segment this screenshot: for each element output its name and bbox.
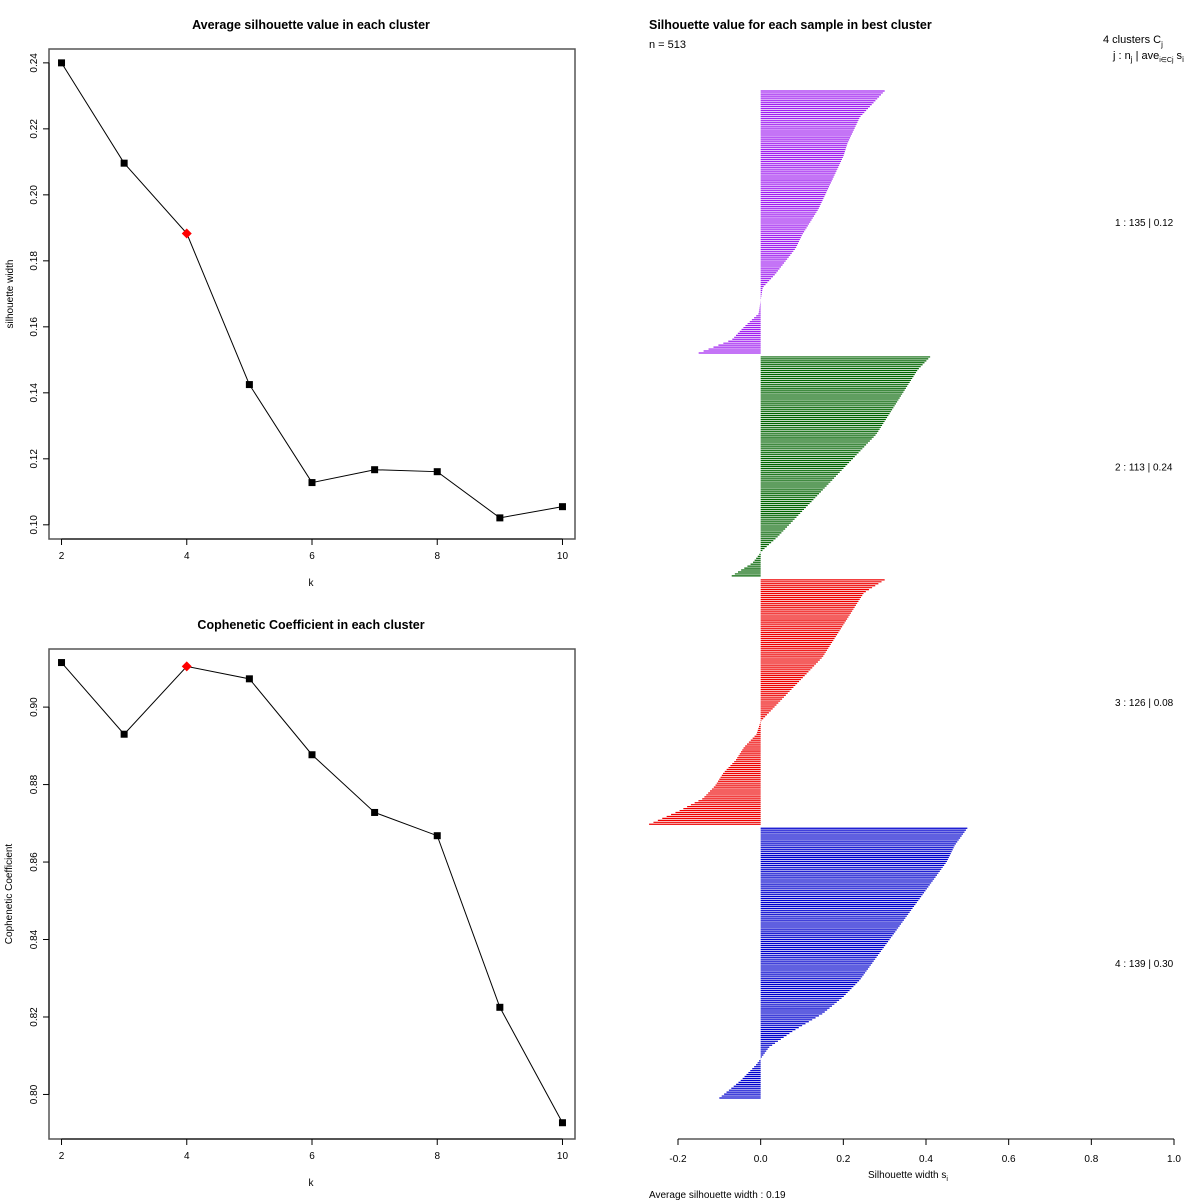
x-tick-label: 1.0 [1167,1154,1181,1165]
x-tick-label: 0.8 [1084,1154,1098,1165]
x-tick-label: 4 [184,1151,190,1162]
highlight-point [181,661,192,672]
cluster-4-bars [719,827,968,1099]
silhouette-bar-plot: Silhouette value for each sample in best… [649,18,1184,1200]
plot-frame [48,48,576,540]
cluster-3-bars [649,579,885,825]
cluster-2-bars [731,356,931,577]
y-tick-label: 0.80 [29,1084,40,1104]
cluster-summary-label: 2 : 113 | 0.24 [1115,462,1173,473]
highlight-point [181,228,192,239]
data-point [245,381,253,389]
data-point [433,468,441,476]
y-tick-label: 0.82 [29,1007,40,1027]
x-tick-label: 8 [434,551,440,562]
chart-title: Cophenetic Coefficient in each cluster [197,618,424,632]
data-point [496,514,504,522]
x-tick-label: -0.2 [669,1154,687,1165]
x-tick-label: 0.4 [919,1154,933,1165]
y-tick-label: 0.14 [29,383,40,403]
plot-frame [48,648,576,1140]
data-point [308,479,316,487]
cluster-summary-label: 4 : 139 | 0.30 [1115,959,1174,970]
data-point [120,730,128,738]
y-tick-label: 0.88 [29,774,40,794]
cophenetic-line-chart: Cophenetic Coefficient in each cluster k… [4,618,576,1189]
data-point [433,832,441,840]
data-point [371,808,379,816]
series-line [61,662,563,1123]
data-point [58,59,66,67]
y-tick-label: 0.90 [29,697,40,717]
x-axis-label: k [309,1178,315,1189]
y-axis-label: Cophenetic Coefficient [4,844,15,945]
sample-count: n = 513 [649,39,686,51]
series-line [61,62,563,519]
x-axis-label: Silhouette width si [868,1170,948,1183]
data-point [496,1003,504,1011]
average-silhouette-width: Average silhouette width : 0.19 [649,1190,786,1200]
legend-header: 4 clusters Cj [1103,34,1163,49]
legend-subheader: j : nj | avei∈Cj si [1112,50,1184,64]
silhouette-line-chart: Average silhouette value in each cluster… [5,18,576,589]
x-tick-label: 6 [309,1151,315,1162]
data-point [58,659,66,667]
data-point [558,503,566,511]
chart-title: Silhouette value for each sample in best… [649,18,932,32]
x-tick-label: 0.0 [754,1154,768,1165]
data-point [120,159,128,167]
x-tick-label: 10 [557,551,569,562]
data-point [558,1119,566,1127]
x-tick-label: 8 [434,1151,440,1162]
y-tick-label: 0.18 [29,251,40,271]
x-tick-label: 6 [309,551,315,562]
y-axis-label: silhouette width [5,260,16,329]
x-tick-label: 0.6 [1002,1154,1016,1165]
y-tick-label: 0.22 [29,119,40,139]
data-point [371,466,379,474]
data-point [245,675,253,683]
chart-title: Average silhouette value in each cluster [192,18,430,32]
x-tick-label: 0.2 [836,1154,850,1165]
y-tick-label: 0.12 [29,449,40,469]
x-tick-label: 4 [184,551,190,562]
y-tick-label: 0.16 [29,317,40,337]
x-tick-label: 2 [59,551,65,562]
y-tick-label: 0.24 [29,53,40,73]
cluster-summary-label: 3 : 126 | 0.08 [1115,698,1174,709]
y-tick-label: 0.20 [29,185,40,205]
cluster-1-bars [698,90,885,354]
y-tick-label: 0.84 [29,929,40,949]
cluster-summary-label: 1 : 135 | 0.12 [1115,218,1174,229]
x-axis-label: k [309,578,315,589]
x-tick-label: 10 [557,1151,569,1162]
y-tick-label: 0.86 [29,852,40,872]
data-point [308,751,316,759]
y-tick-label: 0.10 [29,515,40,535]
x-tick-label: 2 [59,1151,65,1162]
